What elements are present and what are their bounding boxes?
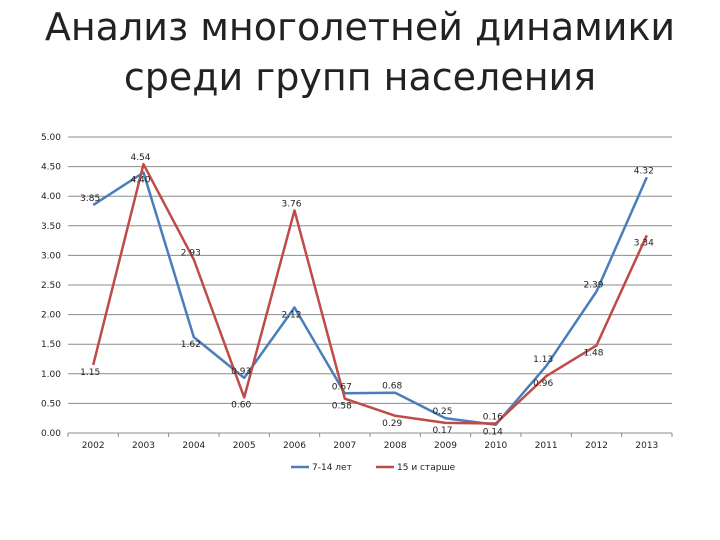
data-label: 4.54	[130, 153, 150, 163]
chart-legend: 7-14 лет 15 и старше	[291, 463, 456, 473]
y-axis: 0.00 0.50 1.00 1.50 2.00 2.50 3.00 3.50 4.00 4.50…	[41, 133, 61, 439]
data-labels: 3.85 4.40 1.62 0.93 2.12 0.67 0.68 0.25 0.14 1.13…	[80, 153, 654, 437]
series-line	[92, 171, 648, 426]
data-label: 0.93	[231, 367, 251, 377]
title-line-1: Анализ многолетней динамики	[44, 5, 676, 49]
x-tick-label: 2009	[434, 441, 457, 451]
data-label: 0.60	[231, 400, 251, 410]
data-label: 3.76	[281, 199, 301, 209]
data-label: 1.48	[583, 348, 603, 358]
data-label: 2.12	[281, 310, 301, 320]
data-label: 0.96	[533, 379, 553, 389]
x-tick-label: 2012	[585, 441, 608, 451]
y-tick-label: 3.00	[41, 251, 61, 261]
y-tick-label: 2.00	[41, 311, 61, 321]
chart-series	[91, 162, 648, 426]
y-tick-label: 5.00	[41, 133, 61, 143]
data-label: 4.32	[634, 166, 654, 176]
y-tick-label: 4.50	[41, 163, 61, 173]
data-label: 3.34	[634, 238, 654, 248]
data-label: 0.25	[432, 407, 452, 417]
y-tick-label: 1.50	[41, 340, 61, 350]
data-label: 0.14	[483, 428, 503, 438]
y-tick-label: 0.50	[41, 399, 61, 409]
x-tick-label: 2004	[182, 441, 205, 451]
legend-label: 15 и старше	[397, 463, 456, 473]
y-tick-label: 0.00	[41, 429, 61, 439]
x-tick-label: 2010	[484, 441, 507, 451]
data-label: 0.29	[382, 419, 402, 429]
x-tick-label: 2013	[635, 441, 658, 451]
chart-grid	[68, 136, 672, 434]
data-label: 2.39	[583, 281, 603, 291]
x-tick-label: 2006	[283, 441, 306, 451]
series-line	[91, 162, 648, 425]
data-label: 2.93	[181, 249, 201, 259]
data-label: 0.58	[332, 402, 352, 412]
page-title: Анализ многолетней динамики среди групп …	[0, 2, 720, 102]
title-line-2: среди групп населения	[123, 55, 597, 99]
legend-label: 7-14 лет	[312, 463, 352, 473]
x-tick-label: 2003	[132, 441, 155, 451]
x-tick-label: 2008	[384, 441, 407, 451]
data-label: 4.40	[130, 176, 150, 186]
data-label: 1.62	[181, 340, 201, 350]
x-tick-label: 2011	[535, 441, 558, 451]
y-tick-label: 2.50	[41, 281, 61, 291]
x-tick-label: 2007	[333, 441, 356, 451]
data-label: 0.67	[332, 382, 352, 392]
y-tick-label: 1.00	[41, 370, 61, 380]
data-label: 1.15	[80, 368, 100, 378]
x-axis: 2002 2003 2004 2005 2006 2007 2008 2009 2010 2011…	[67, 433, 673, 451]
y-tick-label: 4.00	[41, 192, 61, 202]
y-tick-label: 3.50	[41, 222, 61, 232]
data-label: 3.85	[80, 194, 100, 204]
data-label: 0.68	[382, 382, 402, 392]
x-tick-label: 2005	[233, 441, 256, 451]
data-label: 0.16	[483, 413, 503, 423]
data-label: 0.17	[432, 426, 452, 436]
data-label: 1.13	[533, 355, 553, 365]
x-tick-label: 2002	[82, 441, 105, 451]
